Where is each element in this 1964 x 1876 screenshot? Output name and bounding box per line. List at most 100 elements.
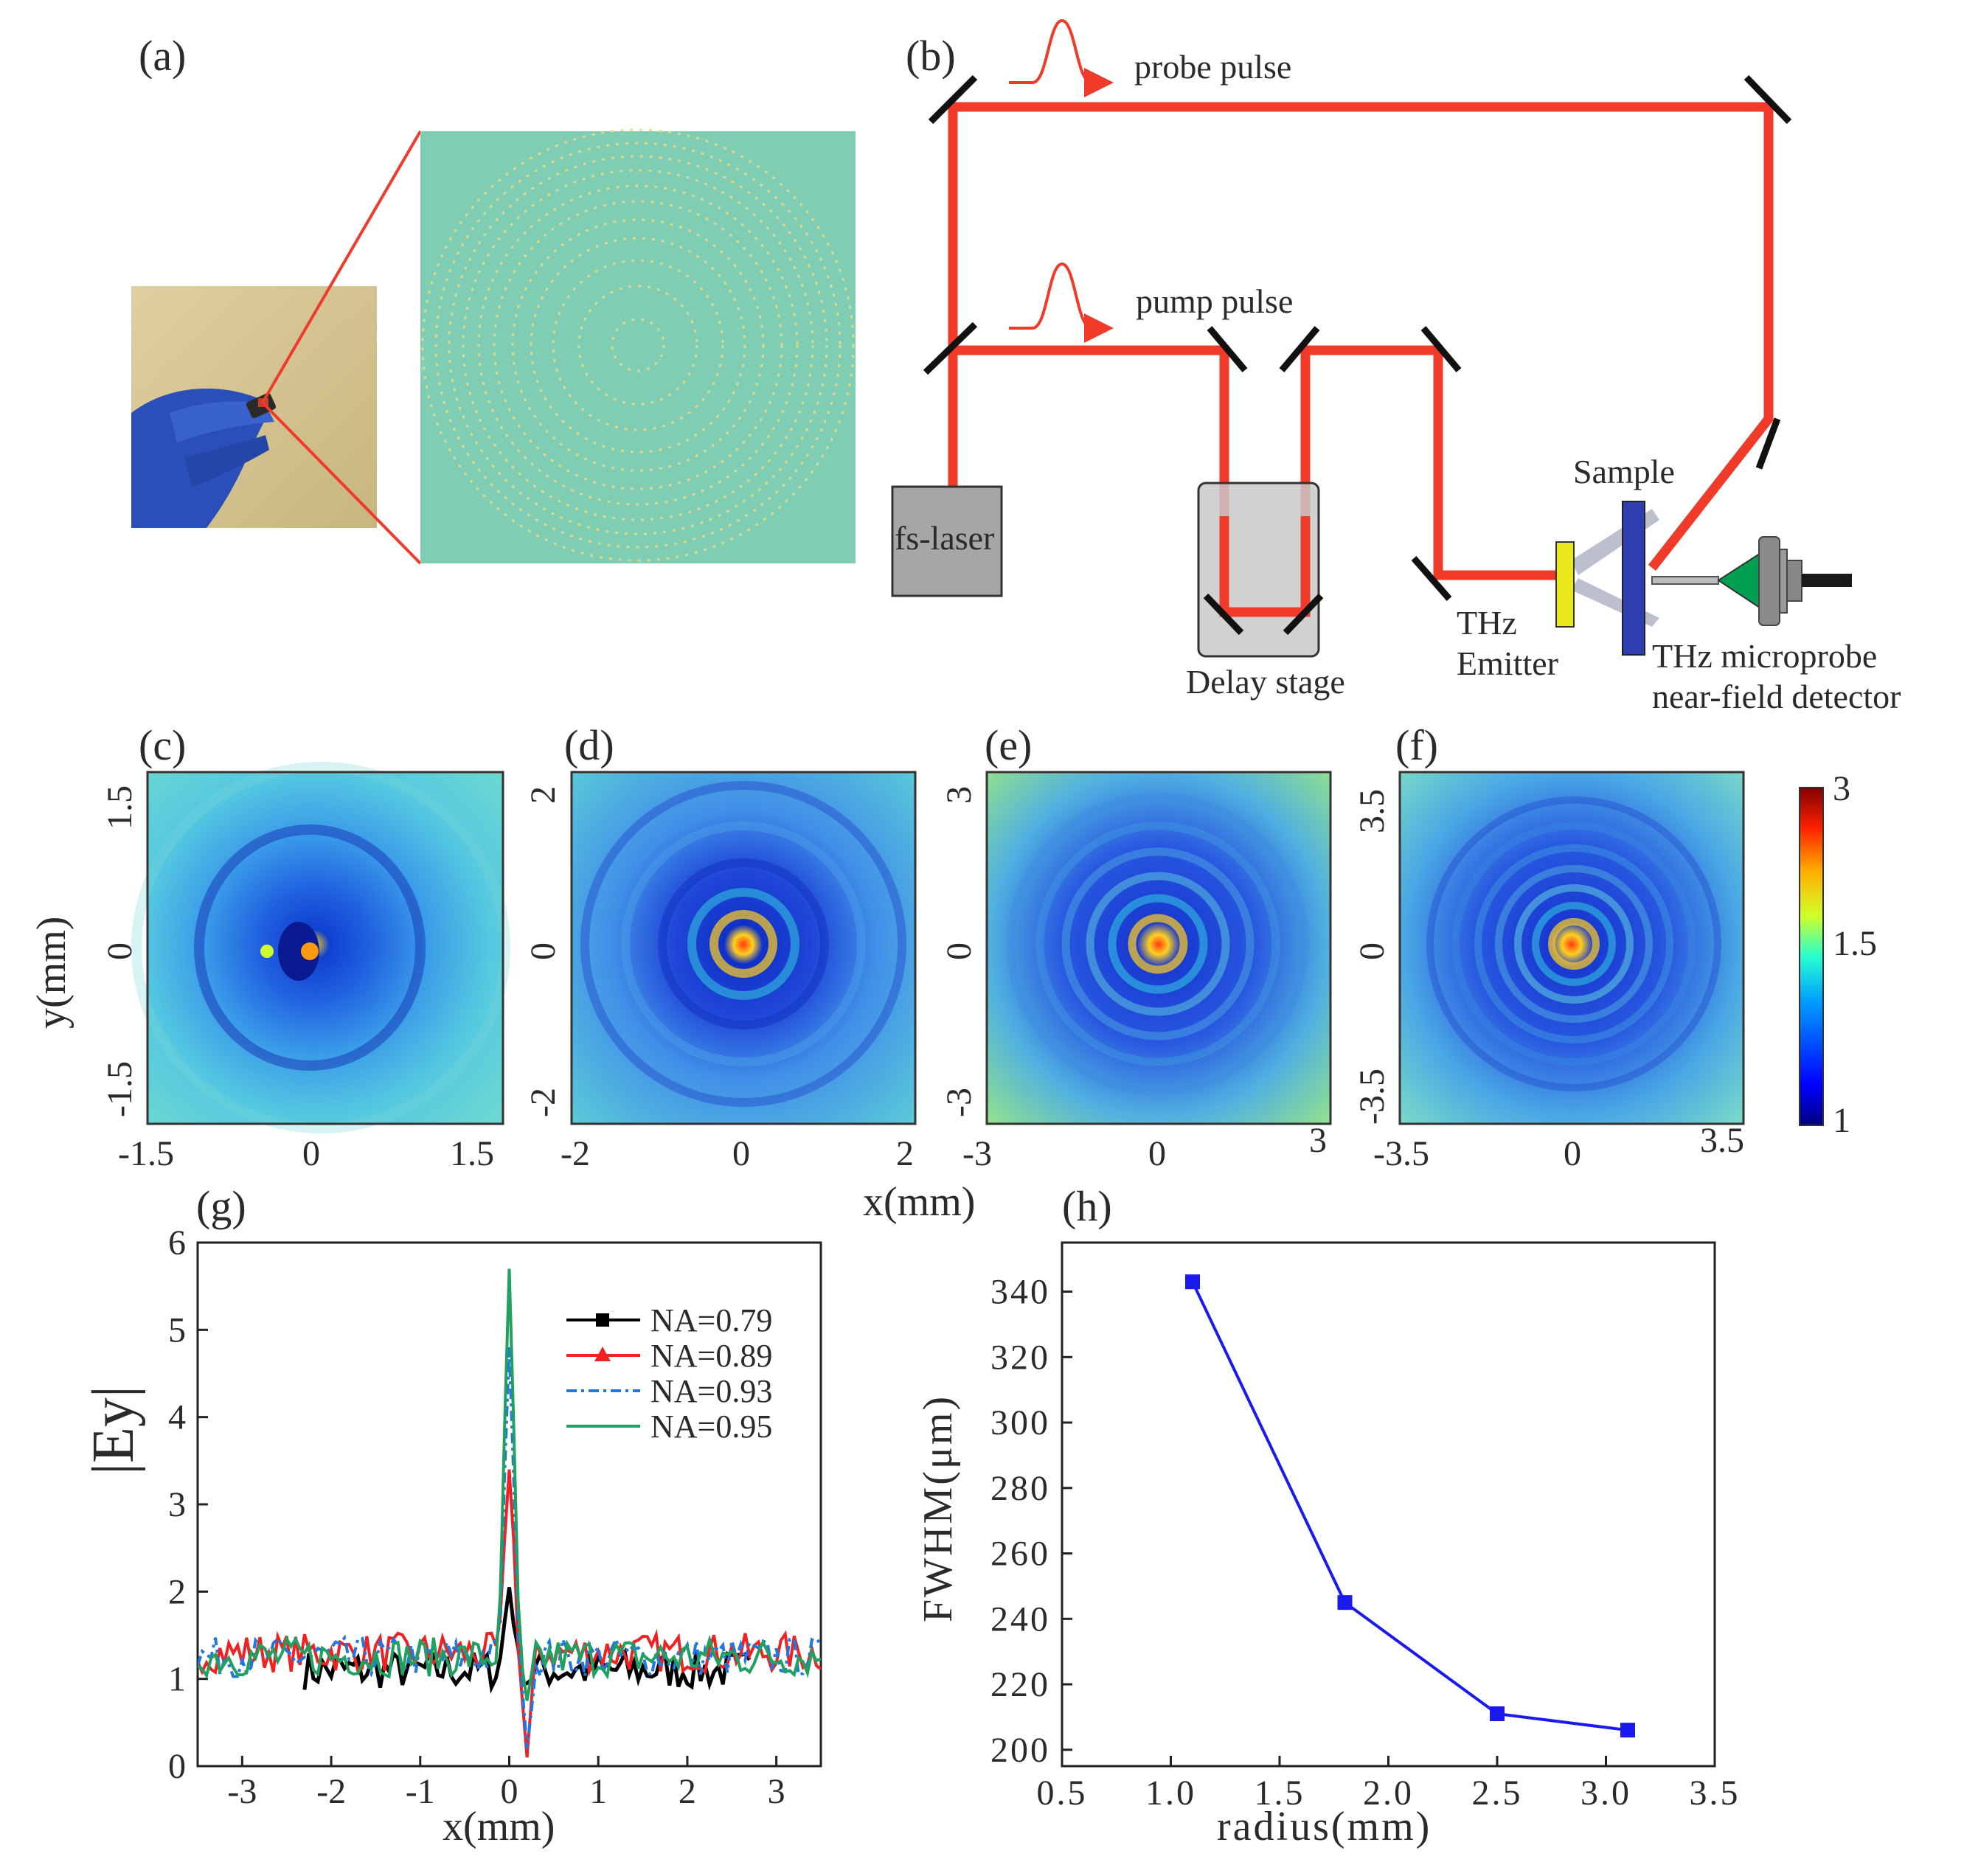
map-f-xtick-0: -3.5 [1373, 1134, 1429, 1173]
panel-label-h: (h) [1062, 1182, 1112, 1230]
chart-h-ylabel: FWHM(μm) [915, 1394, 961, 1622]
hand-photo [131, 286, 377, 528]
field-map-f [1400, 772, 1743, 1124]
micrograph-background [420, 131, 856, 563]
legend-marker-triangle [594, 1347, 611, 1361]
chart-g-series [198, 1268, 821, 1758]
chart-h-xtick-label: 3.5 [1690, 1773, 1741, 1813]
map-c-xtick-0: -1.5 [118, 1134, 174, 1173]
chart-h-ytick-label: 260 [990, 1535, 1050, 1574]
map-xlabel: x(mm) [863, 1179, 975, 1225]
map-d-ytick-2: -2 [524, 1088, 563, 1117]
map-e-xtick-2: 3 [1309, 1121, 1327, 1160]
chart-h-frame [1061, 1241, 1716, 1768]
colorbar-min: 1 [1833, 1101, 1850, 1140]
chart-h-ticks: 0.5 1.0 1.5 2.0 2.5 3.0 3.5 200 220 240 260 280 300 3… [990, 1273, 1741, 1813]
panel-label-d: (d) [564, 721, 614, 769]
map-c-xtick-2: 1.5 [450, 1134, 494, 1173]
chart-h-point [1490, 1706, 1505, 1721]
panel-f: (f) -3.5 0 3.5 3.5 0 -3.5 [1353, 721, 1745, 1173]
fs-laser-box [891, 485, 1003, 597]
chart-g-ylabel: |Ey| [81, 1386, 146, 1475]
panel-d: (d) -2 0 2 2 0 -2 [524, 721, 917, 1173]
mirror [1420, 326, 1462, 372]
chart-g-ytick-label: 6 [168, 1223, 186, 1262]
map-e-xtick-1: 0 [1148, 1134, 1166, 1173]
chart-g-xtick-label: 0 [501, 1772, 518, 1811]
legend-label: NA=0.79 [650, 1302, 772, 1338]
map-c-ytick-0: 1.5 [100, 785, 139, 830]
chart-g-series-line [198, 1469, 821, 1758]
mirror [1411, 556, 1452, 601]
map-d-ytick-0: 2 [524, 786, 563, 804]
chart-h-ytick-label: 220 [990, 1665, 1050, 1704]
chart-g-xtick-label: 3 [768, 1772, 785, 1811]
legend-label: NA=0.95 [650, 1408, 772, 1445]
chart-g-xtick-label: 1 [589, 1772, 607, 1811]
map-c-ytick-2: -1.5 [100, 1061, 139, 1117]
map-e-ytick-1: 0 [940, 942, 979, 960]
chart-h-series [1185, 1274, 1635, 1738]
chart-g-xtick-label: -2 [316, 1772, 346, 1811]
mirror [928, 74, 978, 125]
panel-g: (g) -3 -2 -1 0 1 2 3 0 1 2 3 4 5 6 x(mm) |Ey| NA=0.79… [81, 1182, 822, 1849]
chart-h-ytick-label: 200 [990, 1731, 1050, 1770]
chart-g-ytick-label: 4 [168, 1398, 186, 1437]
colorbar-max: 3 [1833, 769, 1850, 808]
map-f-ytick-1: 0 [1353, 942, 1392, 960]
chart-h-xlabel: radius(mm) [1217, 1804, 1432, 1849]
field-map-e [987, 772, 1330, 1124]
map-f-ytick-2: -3.5 [1353, 1069, 1392, 1125]
chart-h-point [1337, 1595, 1353, 1611]
probe-pulse-shape [1009, 18, 1114, 97]
chart-g-ytick-label: 5 [168, 1310, 186, 1349]
chart-g-ticks: -3 -2 -1 0 1 2 3 0 1 2 3 4 5 6 [168, 1223, 785, 1811]
map-e-xtick-0: -3 [962, 1134, 992, 1173]
mirror [1755, 417, 1781, 470]
detector-label-2: near-field detector [1652, 678, 1901, 715]
panel-a: (a) [131, 32, 856, 565]
chart-h-xtick-label: 0.5 [1037, 1773, 1088, 1813]
panel-h: (h) 0.5 1.0 1.5 2.0 2.5 3.0 3.5 200 220 240 260 280… [915, 1182, 1741, 1849]
detector-label-1: THz microprobe [1652, 637, 1877, 675]
metalens-micrograph [420, 128, 856, 563]
panel-label-g: (g) [196, 1182, 246, 1230]
map-e-ytick-2: -3 [940, 1088, 979, 1117]
mirror [1207, 326, 1248, 372]
panel-label-b: (b) [906, 32, 956, 80]
colorbar-gradient [1799, 787, 1824, 1126]
panel-label-c: (c) [139, 721, 186, 769]
zoom-line-top [261, 130, 422, 404]
map-d-xtick-0: -2 [561, 1134, 590, 1173]
chart-h-ytick-label: 240 [990, 1599, 1050, 1639]
panel-e: (e) -3 0 3 3 0 -3 [940, 721, 1332, 1173]
sample-plate [1622, 501, 1645, 656]
map-c-ytick-1: 0 [100, 942, 139, 960]
legend-label: NA=0.89 [650, 1338, 772, 1374]
panel-c: (c) -1.5 0 1.5 1.5 0 -1.5 y(mm) [29, 721, 510, 1173]
thz-emitter [1555, 541, 1575, 628]
colorbar-mid: 1.5 [1833, 924, 1877, 963]
delay-stage-label: Delay stage [1186, 663, 1345, 701]
chart-h-xtick-label: 2.0 [1363, 1773, 1414, 1813]
map-e-ytick-0: 3 [940, 786, 979, 804]
colorbar: 3 1.5 1 [1799, 769, 1877, 1140]
map-d-xtick-1: 0 [732, 1134, 750, 1173]
chart-h-ytick-label: 300 [990, 1403, 1050, 1442]
map-d-ytick-1: 0 [524, 942, 563, 960]
mirror [923, 322, 978, 375]
laser-beam-path [948, 102, 1774, 617]
map-f-ytick-0: 3.5 [1353, 789, 1392, 833]
thz-emitter-label-1: THz [1457, 604, 1517, 642]
chart-h-point [1620, 1723, 1635, 1738]
zoom-line-bottom [261, 401, 422, 565]
legend-label: NA=0.93 [650, 1373, 772, 1409]
chart-g-series-line [198, 1347, 821, 1749]
map-f-xtick-1: 0 [1564, 1134, 1581, 1173]
chart-g-xlabel: x(mm) [443, 1804, 555, 1849]
field-map-d [572, 772, 915, 1124]
chart-g-ytick-label: 2 [168, 1572, 186, 1611]
chart-h-point [1185, 1274, 1200, 1290]
